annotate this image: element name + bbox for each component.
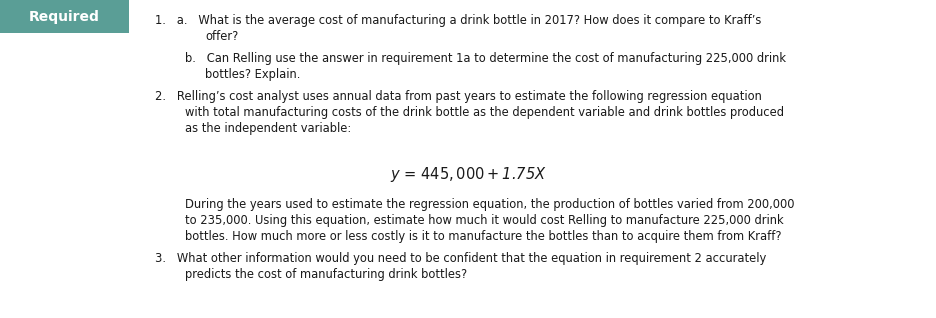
Text: 3.   What other information would you need to be confident that the equation in : 3. What other information would you need… [155, 252, 767, 265]
Text: 1.   a.   What is the average cost of manufacturing a drink bottle in 2017? How : 1. a. What is the average cost of manufa… [155, 14, 761, 27]
Text: bottles. How much more or less costly is it to manufacture the bottles than to a: bottles. How much more or less costly is… [185, 230, 782, 243]
Text: Required: Required [29, 10, 100, 24]
Text: y = $445,000 + $1.75X: y = $445,000 + $1.75X [389, 165, 547, 184]
Text: with total manufacturing costs of the drink bottle as the dependent variable and: with total manufacturing costs of the dr… [185, 106, 784, 119]
Text: 2.   Relling’s cost analyst uses annual data from past years to estimate the fol: 2. Relling’s cost analyst uses annual da… [155, 90, 762, 103]
Text: predicts the cost of manufacturing drink bottles?: predicts the cost of manufacturing drink… [185, 268, 467, 281]
Text: bottles? Explain.: bottles? Explain. [205, 68, 300, 81]
Text: as the independent variable:: as the independent variable: [185, 122, 351, 135]
Text: offer?: offer? [205, 30, 239, 43]
Text: to 235,000. Using this equation, estimate how much it would cost Relling to manu: to 235,000. Using this equation, estimat… [185, 214, 783, 227]
Text: During the years used to estimate the regression equation, the production of bot: During the years used to estimate the re… [185, 198, 795, 211]
Text: b.   Can Relling use the answer in requirement 1a to determine the cost of manuf: b. Can Relling use the answer in require… [185, 52, 786, 65]
Bar [0, 0, 129, 33]
